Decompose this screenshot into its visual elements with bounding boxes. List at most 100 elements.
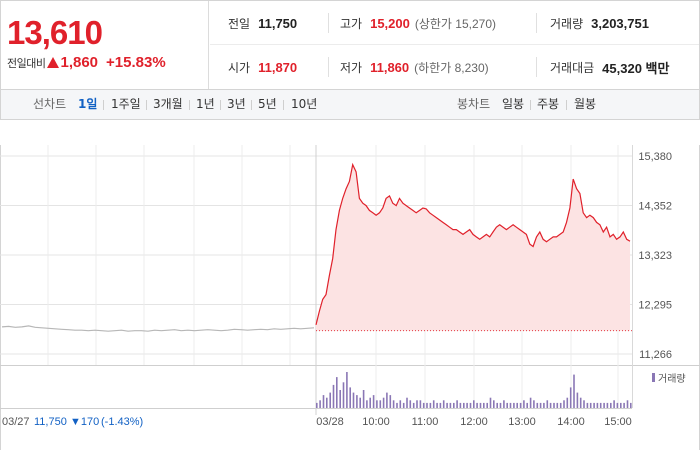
volume-bar bbox=[466, 402, 468, 408]
open-value: 11,870 bbox=[258, 59, 298, 75]
amount-cell: 거래대금 45,320 백만 bbox=[550, 45, 669, 89]
x-tick-label: 14:00 bbox=[557, 416, 585, 428]
stats-grid: 전일 11,750 고가 15,200 (상한가 15,270) 거래량 3,2… bbox=[210, 1, 699, 89]
change-label: 전일대비 bbox=[7, 56, 46, 70]
volume-bar bbox=[342, 382, 345, 408]
volume-bar bbox=[382, 397, 385, 408]
volume-bar bbox=[409, 400, 412, 408]
candle-monthly-tab[interactable]: 월봉 bbox=[574, 97, 597, 111]
volume-bar bbox=[573, 374, 575, 408]
volume-bar bbox=[483, 402, 485, 408]
volume-bar bbox=[569, 387, 572, 408]
open-cell: 시가 11,870 bbox=[228, 45, 297, 89]
period-3y-tab[interactable]: 3년 bbox=[227, 97, 246, 111]
volume-bar bbox=[456, 400, 458, 408]
volume-bar bbox=[392, 400, 395, 408]
volume-bar bbox=[526, 402, 528, 408]
volume-bar bbox=[533, 400, 535, 408]
volume-bar bbox=[593, 402, 595, 408]
volume-bar bbox=[349, 387, 351, 408]
change-rate: +15.83% bbox=[106, 54, 166, 71]
volume-bar bbox=[356, 395, 358, 408]
divider bbox=[536, 13, 537, 33]
volume-bar bbox=[416, 400, 418, 408]
period-3m-tab[interactable]: 3개월 bbox=[153, 97, 183, 111]
period-10y-tab[interactable]: 10년 bbox=[291, 97, 318, 111]
volume-bar bbox=[439, 402, 442, 408]
volume-bar bbox=[576, 392, 579, 408]
volume-bar bbox=[529, 397, 532, 408]
price-chart[interactable]: 15,380 14,352 13,323 12,295 11,266 03/28 10:0… bbox=[0, 120, 700, 450]
volume-bar bbox=[459, 402, 462, 408]
volume-bar bbox=[469, 402, 472, 408]
prev-day-line bbox=[1, 325, 315, 332]
volume-bar bbox=[389, 395, 392, 408]
volume-bar bbox=[436, 402, 438, 408]
volume-bar bbox=[549, 402, 552, 408]
divider bbox=[251, 100, 252, 110]
x-tick-label: 11:00 bbox=[412, 416, 439, 428]
divider bbox=[328, 13, 329, 33]
change-value: 1,860 bbox=[60, 54, 99, 71]
volume-bar bbox=[419, 400, 422, 408]
divider bbox=[283, 100, 284, 110]
low-value: 11,860 bbox=[370, 59, 410, 75]
price-area-fill bbox=[316, 164, 630, 331]
volume-bar bbox=[376, 400, 378, 408]
period-5y-tab[interactable]: 5년 bbox=[258, 97, 277, 111]
volume-bar bbox=[412, 402, 415, 408]
change-row: 전일대비 1,860 +15.83% bbox=[7, 54, 166, 71]
lower-limit: (하한가 8,230) bbox=[414, 60, 489, 75]
volume-bar bbox=[513, 402, 515, 408]
volume-legend-swatch bbox=[652, 373, 655, 382]
prev-close-value: 11,750 bbox=[258, 15, 298, 31]
divider bbox=[328, 57, 329, 77]
volume-bar bbox=[352, 392, 355, 408]
divider bbox=[566, 100, 567, 110]
volume-bar bbox=[329, 392, 331, 408]
volume-bar bbox=[346, 372, 348, 408]
volume-bar bbox=[319, 400, 321, 408]
volume-bar bbox=[322, 395, 325, 408]
volume-bar bbox=[559, 402, 562, 408]
volume-bar bbox=[613, 400, 615, 408]
volume-bar bbox=[586, 402, 589, 408]
volume-bar bbox=[543, 402, 545, 408]
period-1w-tab[interactable]: 1주일 bbox=[111, 97, 141, 111]
volume-bar bbox=[566, 397, 569, 408]
volume-bar bbox=[402, 402, 405, 408]
y-tick-label: 14,352 bbox=[638, 201, 672, 213]
stats-row-2: 시가 11,870 저가 11,860 (하한가 8,230) 거래대금 45,… bbox=[210, 45, 699, 89]
volume-bar bbox=[453, 402, 455, 408]
volume-legend: 거래량 bbox=[658, 373, 686, 385]
y-tick-label: 15,380 bbox=[638, 151, 672, 163]
period-1d-tab[interactable]: 1일 bbox=[78, 97, 98, 111]
volume-bar bbox=[599, 402, 602, 408]
volume-bar bbox=[429, 402, 432, 408]
volume-bar bbox=[493, 400, 495, 408]
volume-label: 거래량 bbox=[550, 16, 584, 31]
x-tick-label: 15:00 bbox=[604, 416, 632, 428]
volume-bar bbox=[406, 397, 408, 408]
volume-bar bbox=[359, 397, 361, 408]
volume-bar bbox=[369, 397, 371, 408]
y-tick-label: 11,266 bbox=[639, 349, 672, 361]
volume-bar bbox=[473, 400, 475, 408]
candle-daily-tab[interactable]: 일봉 bbox=[502, 97, 525, 111]
high-value: 15,200 bbox=[370, 15, 410, 31]
candle-weekly-tab[interactable]: 주봉 bbox=[537, 97, 560, 111]
x-axis-labels: 03/28 10:00 11:00 12:00 13:00 14:00 15:00 bbox=[316, 416, 632, 428]
divider bbox=[536, 57, 537, 77]
x-tick-label: 12:00 bbox=[460, 416, 488, 428]
divider bbox=[530, 100, 531, 110]
period-1y-tab[interactable]: 1년 bbox=[196, 97, 215, 111]
price-chart-svg: 15,380 14,352 13,323 12,295 11,266 03/28 10:0… bbox=[0, 145, 700, 450]
volume-bar bbox=[563, 400, 565, 408]
volume-bar bbox=[606, 402, 609, 408]
volume-cell: 거래량 3,203,751 bbox=[550, 1, 649, 45]
amount-value: 45,320 백만 bbox=[602, 60, 670, 76]
high-label: 고가 bbox=[340, 16, 363, 31]
volume-bar bbox=[583, 400, 585, 408]
volume-bar bbox=[366, 400, 368, 408]
y-tick-label: 12,295 bbox=[638, 300, 672, 312]
